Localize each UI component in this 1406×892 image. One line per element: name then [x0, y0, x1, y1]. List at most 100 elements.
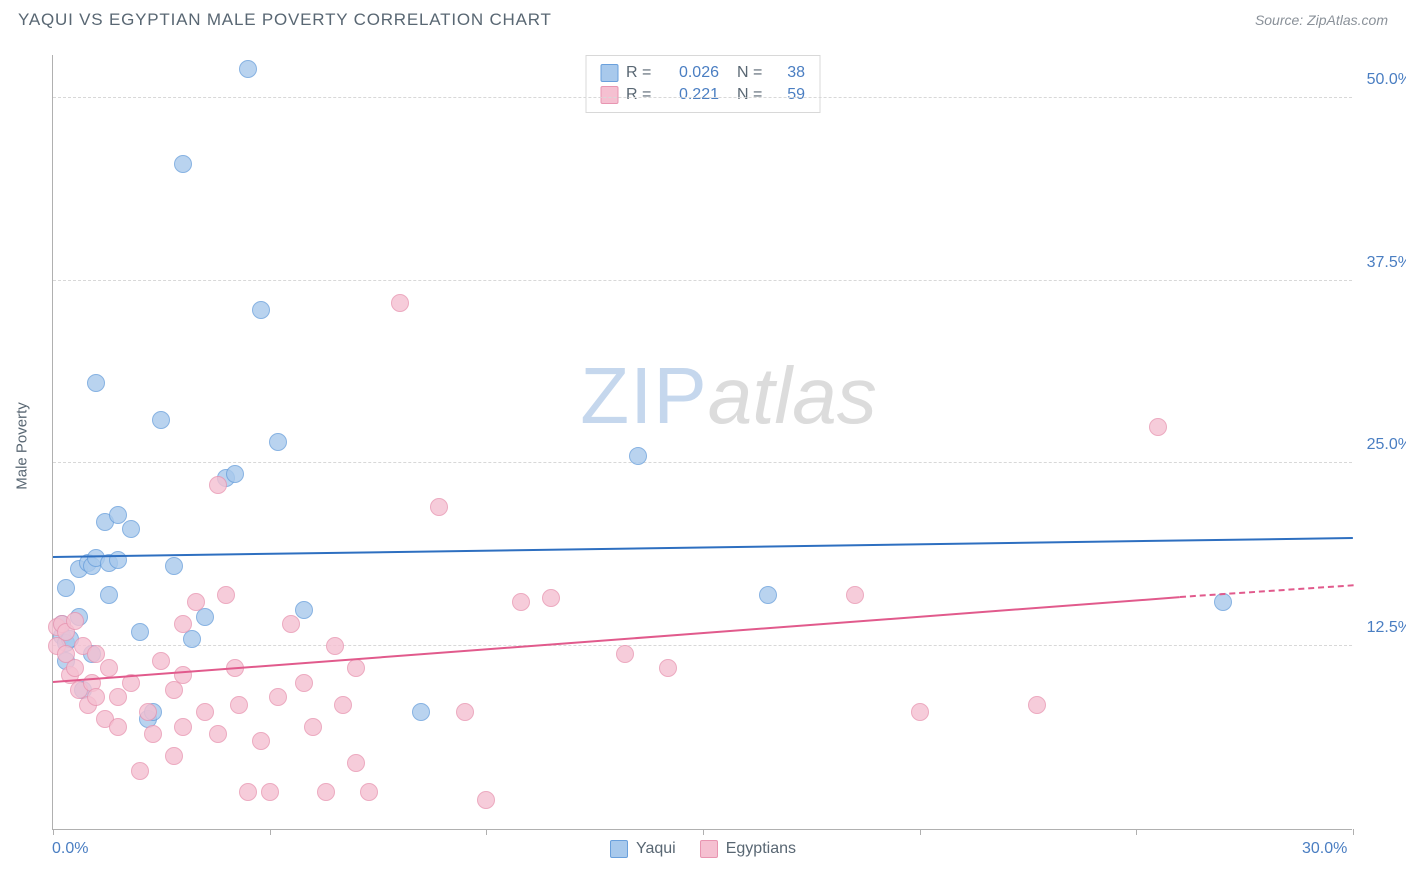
data-point — [269, 433, 287, 451]
x-tick — [486, 829, 487, 835]
legend-series-item: Yaqui — [610, 840, 676, 858]
data-point — [391, 294, 409, 312]
watermark-atlas: atlas — [708, 351, 877, 440]
x-tick — [1353, 829, 1354, 835]
data-point — [846, 586, 864, 604]
data-point — [239, 783, 257, 801]
data-point — [759, 586, 777, 604]
data-point — [109, 688, 127, 706]
data-point — [87, 645, 105, 663]
chart-source: Source: ZipAtlas.com — [1255, 12, 1388, 28]
x-tick — [53, 829, 54, 835]
data-point — [512, 593, 530, 611]
data-point — [269, 688, 287, 706]
trend-line — [1180, 584, 1353, 598]
chart-header: YAQUI VS EGYPTIAN MALE POVERTY CORRELATI… — [10, 10, 1396, 34]
data-point — [209, 476, 227, 494]
data-point — [239, 60, 257, 78]
data-point — [131, 762, 149, 780]
correlation-chart: YAQUI VS EGYPTIAN MALE POVERTY CORRELATI… — [10, 10, 1396, 882]
x-tick — [703, 829, 704, 835]
data-point — [616, 645, 634, 663]
data-point — [196, 703, 214, 721]
y-tick-label: 50.0% — [1367, 71, 1406, 89]
x-axis-min-label: 0.0% — [52, 840, 88, 858]
data-point — [152, 411, 170, 429]
legend-series-label: Egyptians — [726, 840, 796, 858]
y-tick-label: 12.5% — [1367, 619, 1406, 637]
data-point — [1214, 593, 1232, 611]
x-tick — [270, 829, 271, 835]
data-point — [911, 703, 929, 721]
plot-area: ZIPatlas R =0.026N =38R =0.221N =59 12.5… — [52, 55, 1352, 830]
legend-r-label: R = — [626, 86, 656, 104]
legend-n-label: N = — [737, 86, 767, 104]
legend-n-value: 38 — [775, 64, 805, 82]
data-point — [477, 791, 495, 809]
x-axis-max-label: 30.0% — [1302, 840, 1347, 858]
gridline — [53, 645, 1352, 646]
data-point — [87, 688, 105, 706]
data-point — [659, 659, 677, 677]
legend-correlation-row: R = 0.221 N = 59 — [600, 84, 805, 106]
data-point — [100, 586, 118, 604]
data-point — [217, 586, 235, 604]
data-point — [187, 593, 205, 611]
data-point — [252, 732, 270, 750]
legend-n-label: N = — [737, 64, 767, 82]
data-point — [57, 579, 75, 597]
data-point — [174, 155, 192, 173]
data-point — [295, 674, 313, 692]
watermark-zip: ZIP — [580, 351, 707, 440]
legend-swatch — [600, 86, 618, 104]
data-point — [412, 703, 430, 721]
data-point — [261, 783, 279, 801]
data-point — [304, 718, 322, 736]
legend-r-label: R = — [626, 64, 656, 82]
data-point — [209, 725, 227, 743]
data-point — [144, 725, 162, 743]
legend-r-value: 0.221 — [664, 86, 719, 104]
legend-correlation: R =0.026N =38R =0.221N =59 — [585, 55, 820, 113]
data-point — [347, 659, 365, 677]
y-tick-label: 37.5% — [1367, 254, 1406, 272]
data-point — [226, 465, 244, 483]
data-point — [109, 551, 127, 569]
data-point — [252, 301, 270, 319]
data-point — [152, 652, 170, 670]
x-tick — [1136, 829, 1137, 835]
chart-title: YAQUI VS EGYPTIAN MALE POVERTY CORRELATI… — [18, 10, 552, 30]
data-point — [165, 557, 183, 575]
legend-swatch — [700, 840, 718, 858]
data-point — [139, 703, 157, 721]
data-point — [66, 659, 84, 677]
gridline — [53, 97, 1352, 98]
data-point — [360, 783, 378, 801]
data-point — [456, 703, 474, 721]
data-point — [629, 447, 647, 465]
data-point — [174, 666, 192, 684]
data-point — [131, 623, 149, 641]
data-point — [282, 615, 300, 633]
legend-swatch — [600, 64, 618, 82]
legend-swatch — [610, 840, 628, 858]
watermark: ZIPatlas — [580, 350, 876, 442]
trend-line — [53, 596, 1180, 683]
y-axis-title: Male Poverty — [14, 402, 31, 490]
legend-series: Yaqui Egyptians — [610, 840, 796, 858]
data-point — [100, 659, 118, 677]
data-point — [87, 374, 105, 392]
legend-correlation-row: R =0.026N =38 — [600, 62, 805, 84]
data-point — [122, 520, 140, 538]
data-point — [334, 696, 352, 714]
data-point — [174, 615, 192, 633]
data-point — [1149, 418, 1167, 436]
data-point — [174, 718, 192, 736]
data-point — [542, 589, 560, 607]
legend-n-value: 59 — [775, 86, 805, 104]
x-tick — [920, 829, 921, 835]
data-point — [326, 637, 344, 655]
data-point — [1028, 696, 1046, 714]
data-point — [66, 612, 84, 630]
gridline — [53, 280, 1352, 281]
